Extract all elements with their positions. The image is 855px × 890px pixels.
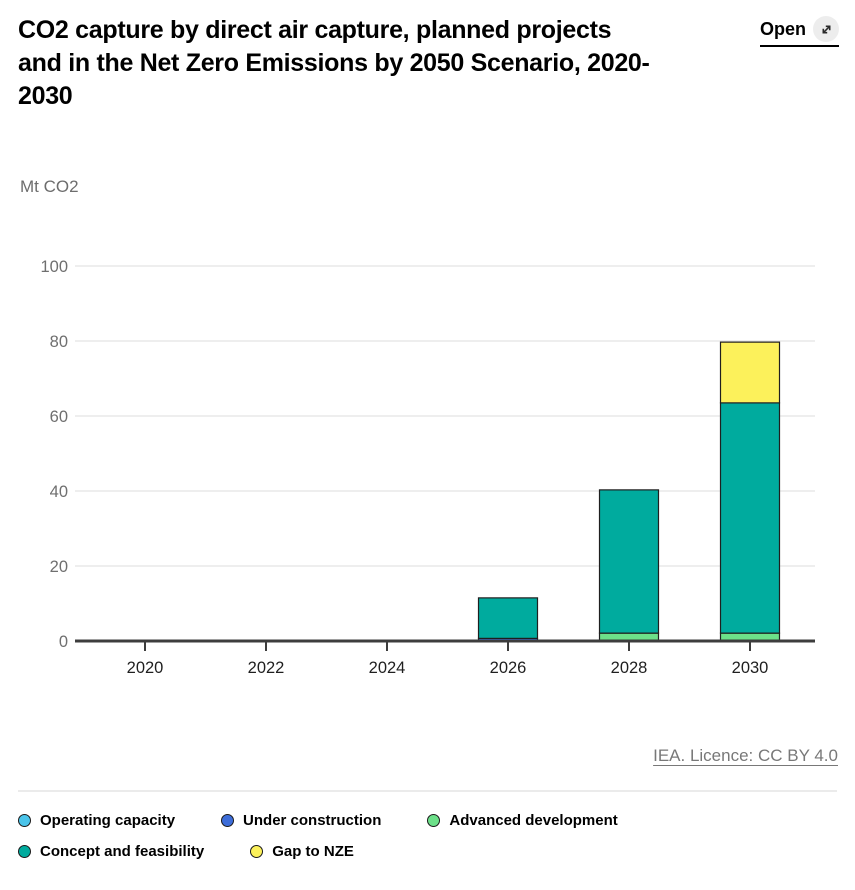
bar-segment-gap-to-nze-2030[interactable] [719,341,781,404]
chart-header: CO2 capture by direct air capture, plann… [0,0,855,113]
x-tick-label: 2030 [732,659,769,677]
y-tick-label: 80 [50,333,68,351]
y-tick-label: 20 [50,558,68,576]
bar-segment-concept-and-feasibility-2030[interactable] [719,402,781,634]
legend-label: Operating capacity [40,812,176,829]
legend-item-operating-capacity[interactable]: Operating capacity [18,812,175,829]
open-link[interactable]: Open [759,16,839,47]
chart-canvas: 0 20 40 60 80 100 2020 2022 2024 2026 2028 2030 [40,258,815,677]
source-link[interactable]: IEA. Licence: CC BY 4.0 [653,746,838,765]
bar-segment-concept-and-feasibility-2026[interactable] [477,597,539,639]
legend-item-advanced-development[interactable]: Advanced development [427,812,618,829]
legend-item-under-construction[interactable]: Under construction [221,812,381,829]
legend-item-gap-to-nze[interactable]: Gap to NZE [250,843,354,860]
x-tick-label: 2028 [611,659,648,677]
x-tick-label: 2024 [369,659,406,677]
x-tick-label: 2020 [127,659,164,677]
y-tick-label: 100 [40,258,68,276]
y-tick-label: 0 [59,633,68,651]
legend-swatch-icon [18,814,31,827]
legend-item-concept-and-feasibility[interactable]: Concept and feasibility [18,843,204,860]
bar-segment-concept-and-feasibility-2028[interactable] [598,489,660,634]
y-tick-label: 40 [50,483,68,501]
source-row: IEA. Licence: CC BY 4.0 [0,746,855,766]
legend-label: Concept and feasibility [40,843,205,860]
legend-label: Advanced development [449,812,618,829]
legend-label: Under construction [243,812,382,829]
divider [18,790,837,792]
legend: Operating capacity Under construction Adva… [0,812,840,860]
legend-swatch-icon [427,814,441,827]
legend-swatch-icon [18,845,31,858]
legend-swatch-icon [221,814,235,827]
open-link-label: Open [759,18,806,39]
legend-label: Gap to NZE [272,843,354,860]
legend-swatch-icon [250,845,264,858]
y-tick-label: 60 [50,408,68,426]
x-tick-label: 2026 [490,659,527,677]
y-axis-unit-label: Mt CO2 [20,177,79,196]
chart-title: CO2 capture by direct air capture, plann… [18,16,650,110]
x-tick-label: 2022 [248,659,285,677]
open-external-icon [813,16,839,42]
